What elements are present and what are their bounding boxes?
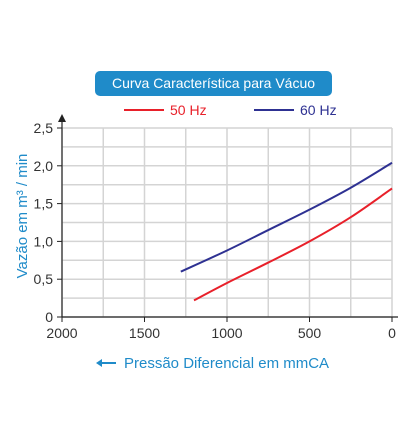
x-tick-label: 0 [388, 325, 396, 341]
y-tick-label: 1,5 [34, 196, 54, 212]
legend-label-60hz: 60 Hz [300, 102, 337, 118]
x-tick-label: 2000 [46, 325, 77, 341]
chart-axes [57, 114, 398, 322]
series-line-60hz [180, 161, 393, 273]
y-tick-label: 0,5 [34, 271, 54, 287]
x-tick-label: 500 [298, 325, 322, 341]
y-axis-label: Vazão em m³ / min [14, 153, 31, 279]
legend-swatch-50hz [124, 109, 164, 111]
series-line-50hz [193, 187, 393, 302]
y-tick-label: 0 [45, 309, 53, 325]
y-tick-label: 1,0 [34, 233, 54, 249]
x-tick-label: 1500 [129, 325, 160, 341]
y-tick-labels: 0 0,5 1,0 1,5 2,0 2,5 [34, 120, 54, 325]
y-tick-label: 2,5 [34, 120, 54, 136]
y-tick-label: 2,0 [34, 158, 54, 174]
legend-item-50hz: 50 Hz [124, 101, 207, 119]
arrow-left-icon [96, 358, 116, 368]
y-axis-arrowhead [58, 114, 66, 122]
x-tick-labels: 2000 1500 1000 500 0 [46, 325, 396, 341]
x-axis-label-group: Pressão Diferencial em mmCA [96, 353, 329, 373]
chart-title: Curva Característica para Vácuo [95, 71, 332, 96]
legend-item-60hz: 60 Hz [254, 101, 337, 119]
legend-label-50hz: 50 Hz [170, 102, 207, 118]
legend-swatch-60hz [254, 109, 294, 111]
series-lines [180, 161, 393, 302]
x-tick-label: 1000 [211, 325, 242, 341]
x-axis-label: Pressão Diferencial em mmCA [124, 354, 330, 372]
